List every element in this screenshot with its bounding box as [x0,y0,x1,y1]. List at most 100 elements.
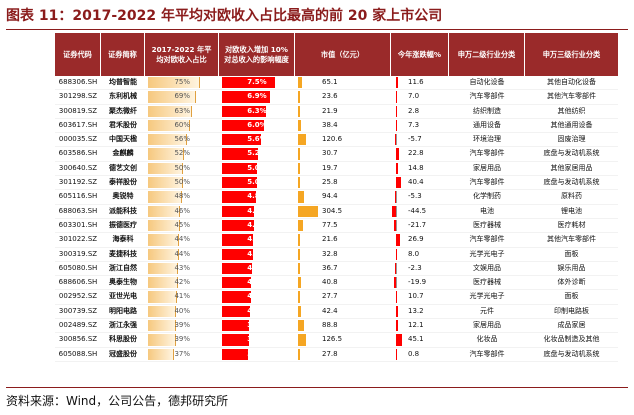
share-bar [148,234,179,246]
cell-code: 688606.SH [58,278,98,287]
change-bar [396,105,397,117]
change-axis [396,277,397,289]
increase-label: 5.0% [247,178,267,187]
cell-name: 东利机械 [109,92,137,101]
share-bar [148,205,181,217]
change-bar [396,162,398,175]
cell-sw-level2: 医疗器械 [473,220,501,229]
increase-label: 4.1% [247,292,267,301]
change-label: 40.4 [408,178,424,187]
increase-bar [222,77,275,89]
cell-name: 均普智能 [109,78,137,86]
share-label: 44% [174,235,190,244]
cell-sw-level3: 其他纺织 [557,106,586,115]
cell-sw-level2: 环境治理 [473,135,501,144]
cell-market-value: 120.6 [295,133,391,146]
cell-sw-level3: 固废治理 [557,135,586,144]
cell-ytd-change: 10.7 [391,290,449,303]
share-bar [148,320,176,332]
share-bar [148,305,177,318]
cell-avg-share: 75% [145,76,219,89]
cell-increase-impact: 5.0% [219,162,295,175]
table-row: 605080.SH 浙江自然 43% 4.3% 36.7 -2.3 文娱用品 娱乐用品 [55,262,618,277]
change-axis [396,134,397,146]
increase-bar [222,162,257,175]
cell-increase-impact: 4.4% [219,233,295,246]
change-label: -2.3 [408,263,422,272]
cell-increase-impact: 4.4% [219,248,295,261]
market-value-bar [298,177,300,189]
market-value-bar [298,348,300,360]
header-market-value: 市值（亿元） [295,33,391,76]
cell-code: 000035.SZ [58,135,98,144]
table-row: 688306.SH 均普智能 75% 7.5% 65.1 11.6 自动化设备 其他自动化设备 [55,76,618,91]
cell-market-value: 126.5 [295,333,391,346]
share-bar [148,248,179,260]
cell-name: 海泰科 [112,235,134,244]
cell-increase-impact: 5.6% [219,133,295,146]
cell-code: 300819.SZ [58,106,98,115]
share-label: 52% [174,149,190,158]
share-label: 50% [174,163,190,172]
cell-ytd-change: 45.1 [391,333,449,346]
cell-market-value: 304.5 [295,205,391,218]
change-label: 14.8 [408,163,424,172]
share-bar [148,134,188,146]
table-row: 300739.SZ 明阳电路 40% 4.0% 42.4 13.2 元件 印制电路板 [55,305,618,320]
cell-market-value: 23.6 [295,90,391,103]
cell-name: 奥泰生物 [109,278,137,287]
market-value-label: 21.9 [322,106,338,115]
change-label: 7.0 [408,92,420,101]
cell-market-value: 21.6 [295,233,391,246]
change-bar [395,191,396,203]
increase-bar [222,119,264,132]
change-axis [396,219,397,232]
market-value-label: 126.5 [322,335,343,344]
cell-market-value: 38.4 [295,119,391,132]
table-row: 002952.SZ 亚世光电 41% 4.1% 27.7 10.7 光学光电子 面板 [55,290,618,305]
cell-name: 君禾股份 [109,120,137,129]
increase-bar [222,219,254,232]
cell-name: 德艺文创 [109,163,137,172]
market-value-label: 32.8 [322,249,338,258]
increase-label: 4.8% [247,192,267,201]
increase-bar [222,262,253,275]
change-label: 22.8 [408,149,424,158]
table-row: 605116.SH 奥锐特 48% 4.8% 94.4 -5.3 化学制药 原料药 [55,190,618,205]
cell-sw-level3: 底盘与发动机系统 [543,349,600,358]
cell-avg-share: 56% [145,133,219,146]
market-value-bar [298,334,307,346]
share-label: 37% [174,349,190,358]
cell-increase-impact: 6.9% [219,90,295,103]
change-bar [396,91,397,103]
increase-bar [222,134,262,146]
change-label: 13.2 [408,306,424,315]
share-label: 46% [174,206,190,215]
cell-market-value: 21.9 [295,105,391,118]
cell-market-value: 32.8 [295,248,391,261]
share-label: 63% [174,106,190,115]
cell-name: 浙江永强 [109,321,137,330]
cell-avg-share: 60% [145,119,219,132]
market-value-label: 27.7 [322,292,338,301]
cell-increase-impact: 4.1% [219,290,295,303]
cell-avg-share: 40% [145,305,219,318]
change-label: 8.0 [408,249,420,258]
cell-market-value: 25.8 [295,176,391,189]
cell-ytd-change: -21.7 [391,219,449,232]
cell-sw-level2: 光学光电子 [469,292,505,301]
header-avg-share: 2017-2022 年平均对欧收入占比 [145,33,219,76]
market-value-label: 88.8 [322,321,338,330]
header-sw-level2: 申万二级行业分类 [449,33,525,76]
share-bar [148,191,182,203]
cell-ytd-change: -44.5 [391,205,449,218]
increase-label: 6.9% [247,92,267,101]
cell-avg-share: 44% [145,248,219,261]
cell-ytd-change: 13.2 [391,305,449,318]
share-bar [148,77,200,89]
cell-name: 聚杰微纤 [109,106,137,115]
table-row: 300640.SZ 德艺文创 50% 5.0% 19.7 14.8 家居用品 其他家居用品 [55,162,618,177]
market-value-label: 23.6 [322,92,338,101]
cell-sw-level3: 底盘与发动机系统 [543,178,600,187]
cell-sw-level2: 纺织制造 [473,106,501,115]
